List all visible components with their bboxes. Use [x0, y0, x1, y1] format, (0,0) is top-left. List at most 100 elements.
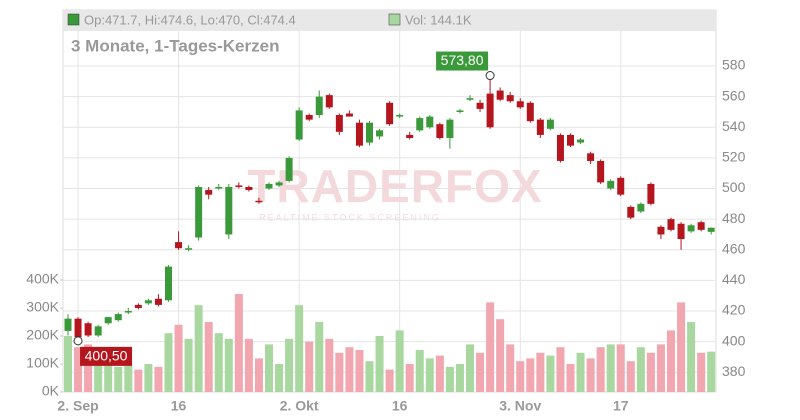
annotation-marker [73, 336, 83, 346]
candle-body [647, 183, 655, 204]
candle-body [456, 110, 464, 112]
y-tick-label: 500 [722, 179, 746, 195]
y-tick-label: 520 [722, 149, 746, 165]
volume-bar [64, 335, 72, 392]
volume-bar [214, 333, 223, 392]
volume-bar [204, 321, 213, 392]
candle-body [396, 115, 404, 117]
volume-bar [687, 321, 696, 392]
volume-bar [84, 344, 93, 392]
volume-bar [74, 347, 83, 392]
candle-body [476, 102, 484, 109]
candle-body [345, 113, 353, 117]
candle-body [134, 304, 142, 308]
volume-bar [295, 305, 304, 392]
volume-bar [516, 361, 525, 392]
marks: 573,80 400,50 [64, 51, 716, 392]
candle-body [687, 225, 695, 232]
candle-body [516, 101, 524, 108]
volume-bar [405, 363, 414, 392]
candle-body [366, 122, 373, 143]
candle-body [104, 317, 112, 324]
candle-body [255, 200, 263, 203]
candle-body [295, 110, 303, 140]
volume-bar [265, 344, 273, 392]
x-tick-label: 3. Nov [499, 398, 541, 414]
candle-body [567, 134, 574, 146]
legend-price: Op:471.7, Hi:474.6, Lo:470, Cl:474.4 [84, 12, 296, 27]
candle-body [506, 95, 514, 102]
candle-body [195, 186, 203, 238]
volume-bar [415, 349, 424, 392]
x-tick-label: 2. Okt [280, 398, 319, 414]
watermark-sub: REALTIME STOCK SCREENING [259, 212, 441, 222]
y-tick-label: 560 [722, 87, 746, 103]
y-tick-label: 420 [722, 302, 746, 318]
volume-bar [335, 352, 344, 392]
volume-bar [455, 363, 464, 392]
candle-body [416, 118, 424, 131]
volume-bar [486, 302, 495, 392]
y-tick-label: 540 [722, 118, 746, 134]
candle-body [436, 124, 444, 138]
candle-body [325, 95, 333, 108]
volume-bar [365, 361, 374, 392]
candle-body [124, 311, 132, 313]
candle-body [677, 223, 685, 240]
candle-body [235, 185, 243, 187]
volume-bar [576, 352, 585, 392]
plot-area [62, 9, 717, 393]
annotation-box [80, 346, 133, 366]
candle-body [667, 219, 675, 230]
candle-body [556, 134, 564, 161]
candle-body [526, 102, 534, 122]
volume-bar [194, 305, 203, 392]
volume-bar [315, 321, 324, 392]
volume-bar [667, 330, 675, 392]
volume-bar [536, 352, 545, 392]
candle-body [577, 139, 585, 143]
candle-body [215, 186, 223, 189]
legend-swatch [67, 13, 80, 26]
volume-bar [254, 358, 263, 392]
x-tick-label: 17 [613, 398, 629, 414]
volume-bar [275, 363, 284, 392]
candle-body [285, 157, 293, 181]
candle-body [165, 266, 172, 301]
candle-body [225, 186, 233, 235]
candle-body [376, 130, 384, 137]
candle-body [587, 153, 595, 161]
candle-body [617, 177, 625, 195]
volume-bar [134, 369, 143, 392]
candle-body [637, 203, 645, 212]
x-tick-label: 16 [171, 398, 187, 414]
annotation-label: 573,80 [441, 52, 484, 68]
candle-body [154, 298, 162, 305]
x-tick-label: 2. Sep [57, 398, 98, 414]
volume-bar [596, 347, 605, 392]
y-tick-label: 480 [722, 210, 746, 226]
candle-body [486, 93, 494, 128]
candle-body [305, 115, 313, 120]
candle-body [627, 206, 635, 218]
volume-bar [345, 347, 354, 392]
candle-body [275, 182, 283, 186]
y-tick-label: 440 [722, 271, 746, 287]
y2-tick-label: 0K [42, 383, 60, 399]
volume-bar [104, 349, 113, 392]
candle-body [245, 186, 253, 191]
candle-body [64, 318, 72, 331]
candle-body [335, 115, 343, 132]
volume-bar [375, 335, 384, 392]
volume-bar [154, 366, 163, 392]
volume-bar [466, 344, 474, 392]
y2-tick-label: 300K [26, 299, 59, 315]
volume-bar [707, 351, 716, 392]
candle-body [657, 226, 665, 235]
volume-bar [626, 361, 635, 392]
volume-bar [656, 344, 665, 392]
annotation-label: 400,50 [85, 348, 128, 364]
candle-body [355, 122, 363, 146]
candle-body [315, 96, 323, 116]
